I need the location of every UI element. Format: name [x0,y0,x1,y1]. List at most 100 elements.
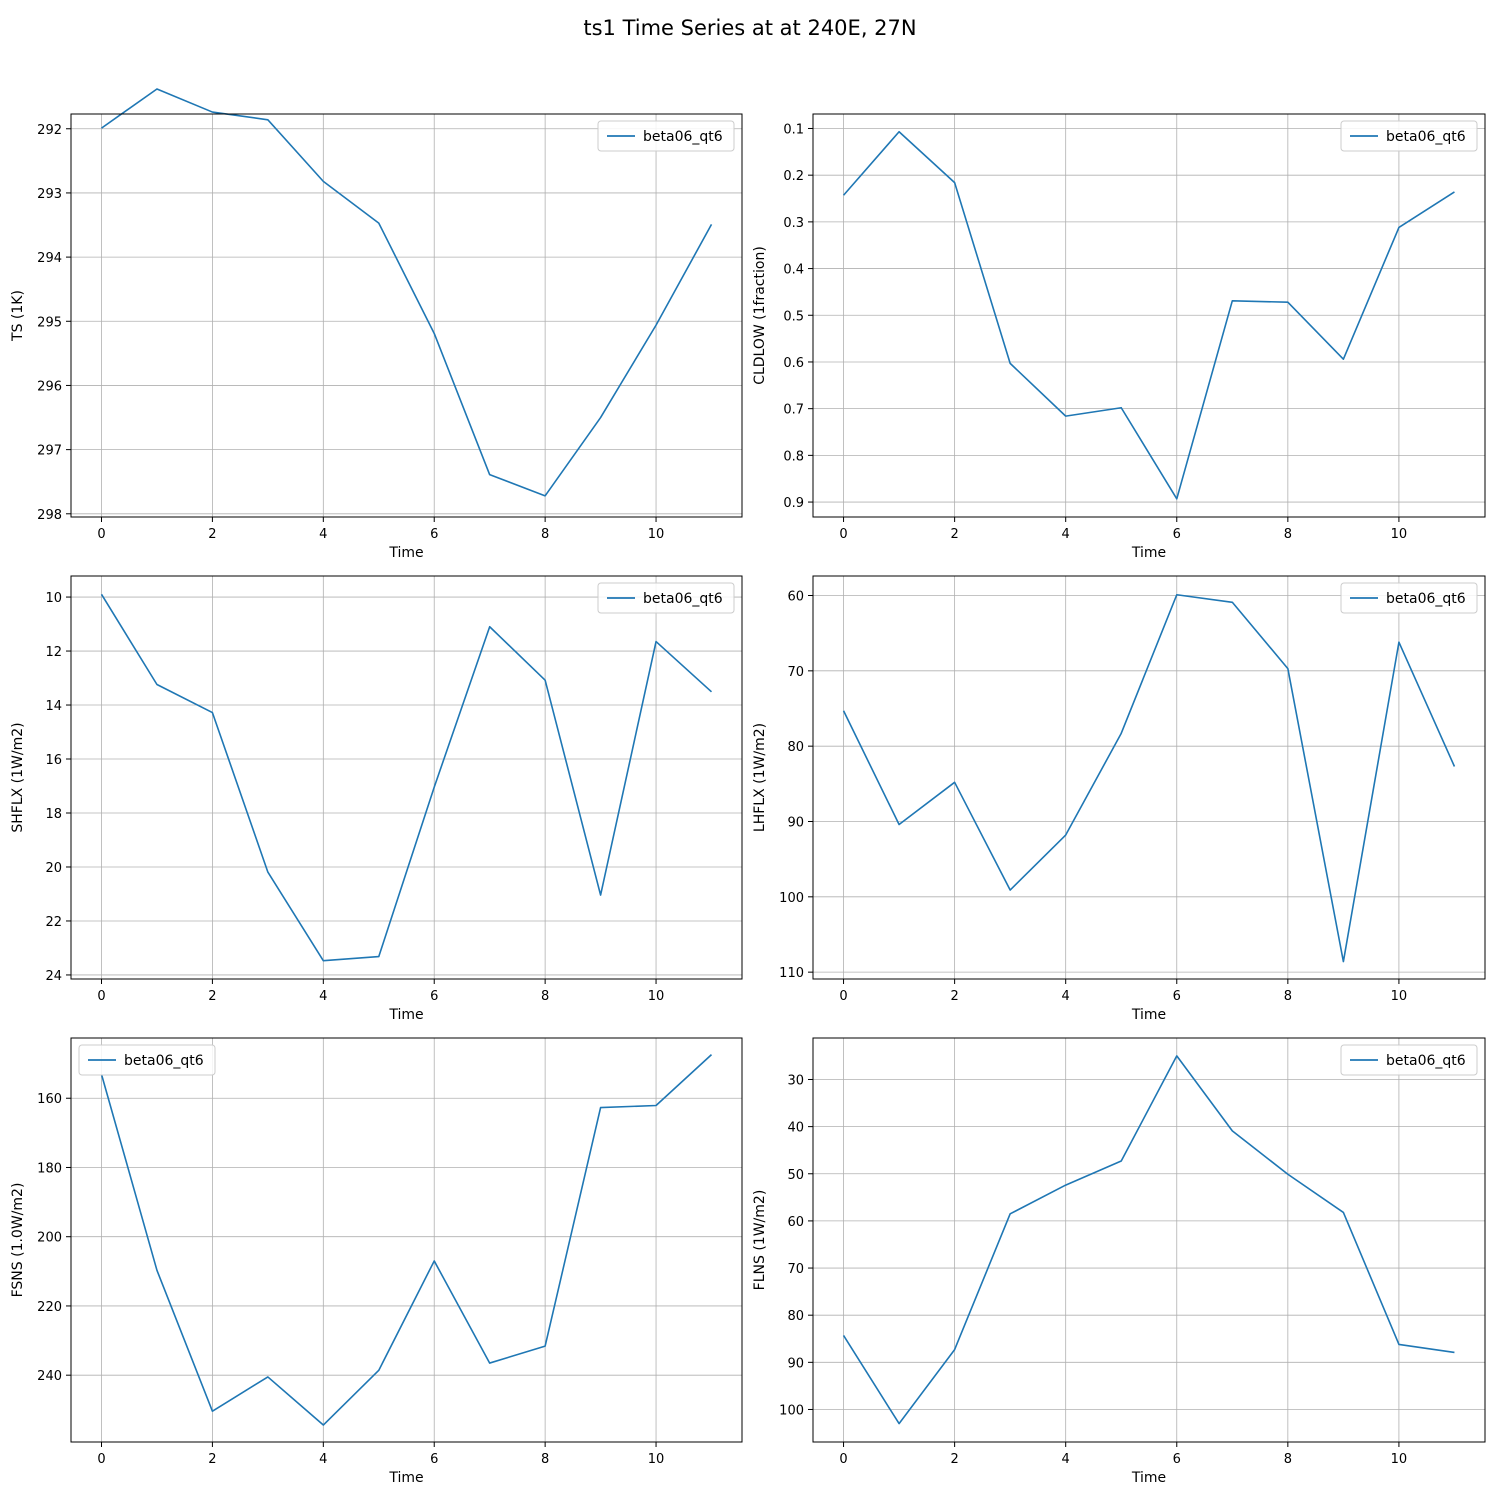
x-axis-label: Time [388,545,423,561]
x-tick-label: 8 [541,989,549,1004]
y-tick-label: 0.7 [783,403,804,418]
x-tick-label: 8 [1284,989,1292,1004]
y-tick-label: 0.4 [783,263,804,278]
x-tick-label: 4 [319,527,327,542]
x-tick-label: 10 [648,989,665,1004]
series-line-beta06_qt6 [101,88,713,497]
y-tick-label: 18 [45,807,62,822]
y-tick-label: 14 [45,699,62,714]
legend: beta06_qt6 [1340,582,1478,614]
y-tick-label: 60 [787,590,804,605]
axes-frame [812,1037,1486,1443]
y-tick-label: 100 [779,1403,804,1418]
y-tick-label: 10 [45,591,62,606]
legend-label: beta06_qt6 [124,1053,204,1069]
x-tick-label: 10 [1391,1452,1408,1467]
legend: beta06_qt6 [597,120,735,152]
y-tick-label: 0.3 [783,216,804,231]
x-tick-label: 6 [1173,1452,1181,1467]
y-tick-label: 297 [37,444,62,459]
y-tick-label: 200 [37,1231,62,1246]
x-tick-label: 10 [1391,989,1408,1004]
x-tick-label: 8 [1284,527,1292,542]
y-tick-label: 90 [787,1356,804,1371]
y-tick-label: 70 [787,665,804,680]
x-tick-label: 10 [648,527,665,542]
subplot-5: 0 2 4 6 8 10 160 180 200 220 240 Time FSNS (1.0W/m2)… [10,1037,743,1486]
x-tick-label: 4 [319,989,327,1004]
y-tick-label: 90 [787,815,804,830]
y-tick-label: 295 [37,315,62,330]
y-tick-label: 292 [37,123,62,138]
x-tick-label: 6 [430,1452,438,1467]
y-tick-label: 80 [787,740,804,755]
legend: beta06_qt6 [1340,1044,1478,1076]
series-line-beta06_qt6 [100,593,713,962]
x-tick-label: 4 [1062,527,1070,542]
y-tick-label: 20 [45,861,62,876]
y-axis-label: SHFLX (1W/m2) [10,722,26,832]
x-tick-label: 10 [1391,527,1408,542]
x-tick-label: 6 [430,527,438,542]
legend: beta06_qt6 [1340,120,1478,152]
legend: beta06_qt6 [597,582,735,614]
y-tick-label: 220 [37,1300,62,1315]
series-line-beta06_qt6 [100,1054,713,1426]
y-tick-label: 100 [779,891,804,906]
x-tick-label: 6 [1173,527,1181,542]
x-tick-label: 2 [950,527,958,542]
y-tick-label: 293 [37,187,62,202]
y-axis-label: CLDLOW (1fraction) [752,246,768,385]
subplot-4: 0 2 4 6 8 10 60 70 80 90 100 110 Time LHFLX (1W/m2) be… [752,575,1486,1023]
y-tick-label: 0.1 [783,122,804,137]
y-tick-label: 0.5 [783,309,804,324]
y-tick-label: 160 [37,1092,62,1107]
legend-label: beta06_qt6 [1386,1053,1466,1069]
y-tick-label: 12 [45,645,62,660]
x-tick-label: 0 [97,1452,105,1467]
y-tick-label: 40 [787,1121,804,1136]
x-tick-label: 2 [950,989,958,1004]
legend-box [78,1044,216,1076]
x-axis-label: Time [388,1007,423,1023]
x-axis-label: Time [1131,1007,1166,1023]
legend-box [597,120,735,152]
y-axis-label: LHFLX (1W/m2) [752,723,768,832]
x-tick-label: 4 [1062,1452,1070,1467]
subplot-2: 0 2 4 6 8 10 0.1 0.2 0.3 0.4 0.5 0.6 0.7 0.8 0.9 Time CL… [752,113,1486,561]
axes-frame [812,575,1486,980]
x-tick-label: 2 [208,527,216,542]
legend-box [1340,120,1478,152]
x-tick-label: 0 [839,989,847,1004]
y-tick-label: 22 [45,915,62,930]
x-tick-label: 6 [430,989,438,1004]
legend: beta06_qt6 [78,1044,216,1076]
x-tick-label: 0 [97,989,105,1004]
x-tick-label: 0 [97,527,105,542]
x-tick-label: 2 [208,1452,216,1467]
axes-frame [70,113,743,518]
x-tick-label: 8 [541,527,549,542]
legend-box [597,582,735,614]
y-tick-label: 240 [37,1369,62,1384]
y-axis-label: FLNS (1W/m2) [752,1190,768,1291]
legend-label: beta06_qt6 [1386,591,1466,607]
y-tick-label: 16 [45,753,62,768]
legend-label: beta06_qt6 [643,129,723,145]
series-line-beta06_qt6 [842,130,1455,500]
x-tick-label: 10 [648,1452,665,1467]
x-axis-label: Time [1131,545,1166,561]
y-tick-label: 0.9 [783,496,804,511]
x-tick-label: 4 [1062,989,1070,1004]
x-tick-label: 6 [1173,989,1181,1004]
legend-label: beta06_qt6 [1386,129,1466,145]
y-axis-label: TS (1K) [10,290,26,342]
x-tick-label: 2 [950,1452,958,1467]
y-axis-label: FSNS (1.0W/m2) [10,1183,26,1298]
y-tick-label: 60 [787,1215,804,1230]
subplot-6: 0 2 4 6 8 10 30 40 50 60 70 80 90 100 Time FLNS (1W/m2)… [752,1037,1486,1486]
x-axis-label: Time [1131,1470,1166,1486]
y-tick-label: 180 [37,1161,62,1176]
axes-frame [70,1037,743,1443]
